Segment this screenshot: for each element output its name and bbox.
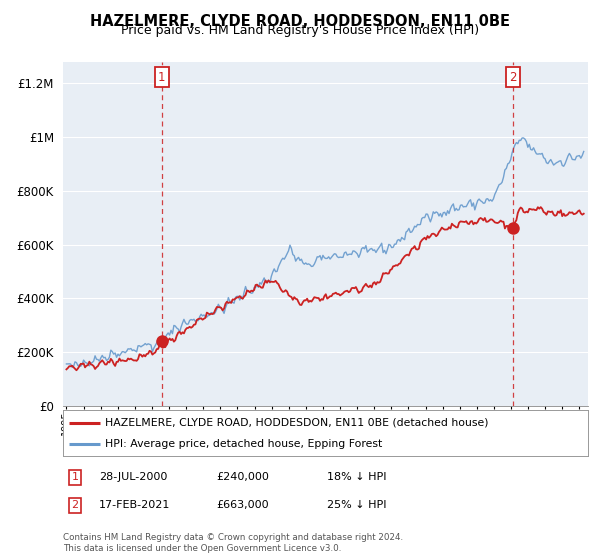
Text: 2: 2 <box>509 71 517 83</box>
Text: HAZELMERE, CLYDE ROAD, HODDESDON, EN11 0BE (detached house): HAZELMERE, CLYDE ROAD, HODDESDON, EN11 0… <box>105 418 488 428</box>
Text: 18% ↓ HPI: 18% ↓ HPI <box>327 472 386 482</box>
Text: £240,000: £240,000 <box>216 472 269 482</box>
Text: £663,000: £663,000 <box>216 500 269 510</box>
Text: 2: 2 <box>71 500 79 510</box>
Text: 17-FEB-2021: 17-FEB-2021 <box>99 500 170 510</box>
Text: HPI: Average price, detached house, Epping Forest: HPI: Average price, detached house, Eppi… <box>105 439 382 449</box>
Text: 1: 1 <box>158 71 166 83</box>
Text: 1: 1 <box>71 472 79 482</box>
Text: Price paid vs. HM Land Registry's House Price Index (HPI): Price paid vs. HM Land Registry's House … <box>121 24 479 37</box>
Text: 28-JUL-2000: 28-JUL-2000 <box>99 472 167 482</box>
Text: 25% ↓ HPI: 25% ↓ HPI <box>327 500 386 510</box>
Text: Contains HM Land Registry data © Crown copyright and database right 2024.
This d: Contains HM Land Registry data © Crown c… <box>63 533 403 553</box>
Text: HAZELMERE, CLYDE ROAD, HODDESDON, EN11 0BE: HAZELMERE, CLYDE ROAD, HODDESDON, EN11 0… <box>90 14 510 29</box>
